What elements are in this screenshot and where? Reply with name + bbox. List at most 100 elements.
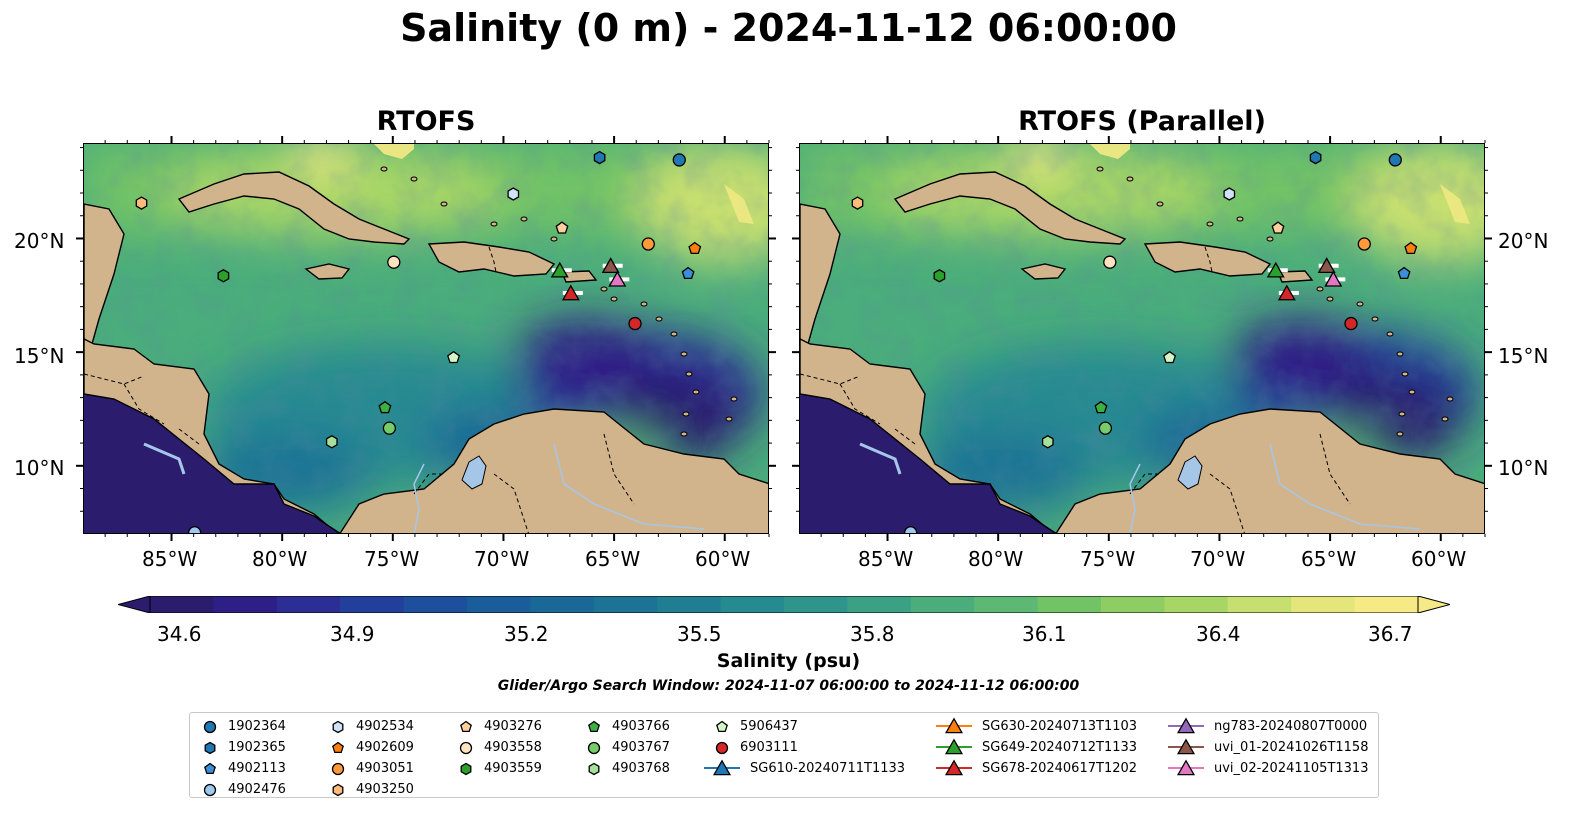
colorbar-bin — [1354, 596, 1419, 613]
small-island — [1396, 351, 1404, 357]
lon-tick-label: 80°W — [252, 547, 308, 571]
observation-marker-4903768 — [325, 435, 338, 449]
observation-marker-4903766 — [1094, 400, 1108, 414]
colorbar-tick-label: 34.6 — [157, 622, 202, 646]
legend-marker-icon — [936, 717, 972, 734]
panel-title-rtofs-parallel: RTOFS (Parallel) — [1018, 106, 1266, 137]
small-island — [610, 296, 618, 302]
observation-marker-4902534 — [1223, 187, 1236, 201]
small-island — [1326, 296, 1334, 302]
colorbar-bin — [974, 596, 1039, 613]
land-south-america — [339, 408, 768, 533]
lat-tick-label: 15°N — [1498, 344, 1549, 368]
legend-item: SG649-20240712T1133 — [936, 737, 1137, 757]
legend-marker-icon — [716, 720, 728, 733]
lon-tick-label: 65°W — [585, 547, 641, 571]
observation-marker-uvi_01-20241026T1158 — [601, 257, 620, 274]
observation-marker-4903768 — [1041, 435, 1054, 449]
colorbar-bin — [1291, 596, 1356, 613]
observation-marker-4903559 — [217, 269, 230, 283]
panel-title-rtofs: RTOFS — [376, 106, 476, 137]
legend-marker-icon — [203, 783, 217, 797]
pacific-coastline — [800, 393, 1057, 533]
small-island — [680, 351, 688, 357]
legend-marker-icon — [715, 741, 729, 755]
colorbar-bin — [1037, 596, 1102, 613]
legend-label: ng783-20240807T0000 — [1214, 718, 1368, 734]
small-island — [655, 316, 663, 322]
legend-item: uvi_02-20241105T1313 — [1168, 758, 1368, 778]
legend-label: 4902113 — [228, 760, 286, 776]
lon-tick-label: 70°W — [1190, 547, 1246, 571]
colorbar-label: Salinity (psu) — [716, 650, 861, 672]
observation-marker-6903111 — [628, 316, 642, 331]
land-puerto-rico — [1276, 270, 1314, 283]
observation-marker-4903051 — [1357, 237, 1371, 251]
legend-label: 5906437 — [740, 718, 798, 734]
small-island — [1096, 166, 1104, 172]
legend-marker-icon — [1168, 759, 1204, 776]
land-hispaniola — [1143, 241, 1272, 277]
small-island — [685, 371, 693, 377]
observation-marker-4902113 — [681, 266, 695, 280]
colorbar-tick-label: 35.2 — [504, 622, 549, 646]
legend-item: 1902365 — [202, 737, 286, 757]
lat-tick-label: 20°N — [1498, 229, 1549, 253]
legend-item: 4903766 — [586, 716, 670, 736]
country-border — [84, 373, 635, 533]
colorbar-extend-min — [116, 595, 151, 614]
colorbar-tick-label: 36.4 — [1196, 622, 1241, 646]
small-island — [1386, 331, 1394, 337]
observation-marker-4903558 — [387, 255, 401, 269]
colorbar-bin — [593, 596, 658, 613]
observation-marker-4903766 — [378, 400, 392, 414]
lon-tick-label: 85°W — [142, 547, 198, 571]
observation-marker-1902365 — [593, 150, 606, 165]
legend-item: SG610-20240711T1133 — [704, 758, 905, 778]
small-island — [520, 216, 528, 222]
small-island — [730, 396, 738, 402]
legend-marker-icon — [204, 741, 216, 755]
map-panel-rtofs-parallel[interactable] — [799, 143, 1485, 534]
colorbar-tick-label: 34.9 — [330, 622, 375, 646]
legend-marker-icon — [936, 759, 972, 776]
observation-marker-5906437 — [1163, 350, 1177, 364]
observation-marker-4903250 — [851, 196, 864, 210]
colorbar-bin — [784, 596, 848, 613]
land-cuba — [177, 171, 411, 245]
observation-marker-SG678-20240617T1202 — [561, 284, 580, 301]
high-salinity-patch — [724, 184, 754, 224]
colorbar-gradient — [116, 595, 1452, 614]
lat-tick-label: 20°N — [14, 229, 65, 253]
legend-marker-icon — [203, 720, 217, 734]
small-island — [1356, 301, 1364, 307]
small-island — [1441, 416, 1449, 422]
legend-marker-icon — [704, 759, 740, 776]
lon-tick-label: 85°W — [858, 547, 914, 571]
lon-tick-label: 60°W — [695, 547, 751, 571]
legend-item: 4902609 — [330, 737, 414, 757]
small-island — [680, 431, 688, 437]
colorbar-bin — [276, 596, 341, 613]
legend-label: 4903250 — [356, 781, 414, 797]
legend: 1902364 1902365 4902113 4902476 4902534 49026… — [189, 712, 1379, 798]
observation-marker-4903051 — [641, 237, 655, 251]
colorbar-bin — [467, 596, 531, 613]
observation-marker-uvi_01-20241026T1158 — [1317, 257, 1336, 274]
observation-marker-4902476 — [187, 526, 202, 533]
legend-label: 4903767 — [612, 739, 670, 755]
legend-item: 4903559 — [458, 758, 542, 778]
land-hispaniola — [427, 241, 556, 277]
lon-tick-label: 70°W — [474, 547, 530, 571]
pacific-coastline — [84, 393, 341, 533]
map-canvas-rtofs — [84, 144, 768, 533]
observation-marker-4902609 — [688, 241, 702, 255]
country-border — [800, 373, 1351, 533]
high-salinity-patch — [1440, 184, 1470, 224]
legend-marker-icon — [460, 762, 472, 776]
legend-marker-icon — [1168, 738, 1204, 755]
map-panel-rtofs[interactable] — [83, 143, 769, 534]
legend-item: 5906437 — [714, 716, 798, 736]
small-island — [410, 176, 418, 182]
lake-nicaragua — [143, 442, 186, 475]
